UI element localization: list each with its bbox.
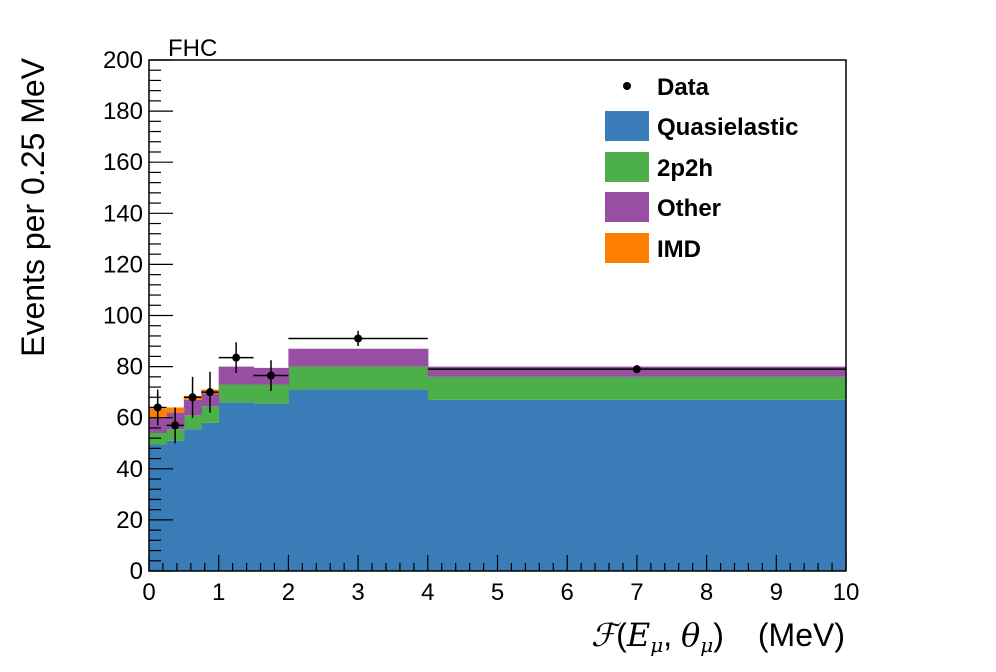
bar-2p2h-bin-6 (288, 366, 429, 390)
y-tick-label: 100 (103, 303, 143, 330)
y-tick-label: 60 (116, 405, 143, 432)
y-tick-label: 80 (116, 354, 143, 381)
bar-quasielastic-bin-5 (253, 403, 289, 571)
data-point-1 (166, 407, 184, 444)
data-point-4 (218, 342, 254, 373)
legend-item-2p2h: 2p2h (605, 152, 713, 182)
data-point-marker (188, 393, 197, 402)
bar-quasielastic-bin-1 (166, 440, 185, 571)
legend-swatch (605, 111, 649, 141)
data-point-6 (288, 330, 428, 347)
y-tick-label: 120 (103, 251, 143, 278)
legend-item-quasielastic: Quasielastic (605, 111, 798, 141)
data-point-5 (253, 360, 289, 391)
data-point-marker (266, 371, 275, 380)
legend-label: Quasielastic (657, 114, 798, 141)
y-axis-title: Events per 0.25 MeV (15, 57, 51, 356)
x-title-energy-sub: μ (650, 633, 663, 657)
legend-item-data: Data (623, 74, 710, 101)
data-point-2 (183, 376, 202, 418)
y-tick-label: 160 (103, 149, 143, 176)
bar-2p2h-bin-7 (427, 376, 847, 400)
histogram-bars (149, 348, 847, 571)
legend-item-other: Other (605, 192, 721, 222)
x-title-open-paren: ( (616, 617, 627, 653)
x-tick-label: 5 (491, 579, 504, 606)
bar-quasielastic-bin-3 (201, 422, 220, 571)
bar-2p2h-bin-4 (218, 384, 255, 403)
x-title-angle: θ (681, 616, 700, 654)
data-point-7 (427, 365, 846, 374)
legend-label: IMD (657, 236, 701, 263)
legend-swatch (605, 192, 649, 222)
legend-label: Data (657, 74, 710, 101)
bar-2p2h-bin-5 (253, 384, 289, 404)
data-points (149, 330, 846, 444)
legend-swatch (605, 152, 649, 182)
y-tick-label: 180 (103, 98, 143, 125)
bar-other-bin-4 (218, 366, 255, 385)
x-tick-label: 10 (833, 579, 860, 606)
x-title-close-paren: ) (713, 617, 724, 653)
run-tag: FHC (168, 35, 217, 62)
bar-quasielastic-bin-4 (218, 402, 255, 571)
bar-2p2h-bin-2 (183, 415, 202, 430)
data-point-marker (171, 421, 180, 430)
legend-swatch (605, 233, 649, 263)
legend-item-imd: IMD (605, 233, 701, 263)
data-point-3 (201, 371, 219, 413)
y-tick-label: 140 (103, 200, 143, 227)
x-tick-label: 4 (421, 579, 434, 606)
x-tick-label: 1 (212, 579, 225, 606)
x-tick-label: 0 (142, 579, 155, 606)
x-title-angle-sub: μ (700, 633, 713, 657)
legend-marker-icon (623, 82, 631, 90)
legend: Data Quasielastic 2p2h Other IMD (605, 74, 798, 263)
bar-quasielastic-bin-0 (149, 444, 168, 571)
bar-quasielastic-bin-7 (427, 399, 847, 571)
x-axis-title: ℱ(Eμ, θμ) (MeV) (591, 616, 845, 657)
y-tick-label: 0 (130, 558, 143, 585)
legend-label: Other (657, 195, 721, 222)
axes: 0 20 40 60 80 100 120 140 160 180 200 0 1 2 3 4 5 6 7 8 9 10 (103, 47, 859, 606)
x-tick-label: 3 (351, 579, 364, 606)
legend-label: 2p2h (657, 155, 713, 182)
data-point-marker (354, 334, 363, 343)
data-point-marker (232, 353, 241, 362)
data-point-marker (205, 388, 214, 397)
x-tick-label: 8 (700, 579, 713, 606)
x-title-energy: E (626, 616, 650, 654)
x-tick-label: 9 (770, 579, 783, 606)
y-tick-label: 40 (116, 456, 143, 483)
bar-quasielastic-bin-6 (288, 389, 429, 571)
y-tick-label: 20 (116, 507, 143, 534)
x-tick-label: 6 (561, 579, 574, 606)
x-title-unit: (MeV) (758, 617, 845, 653)
x-title-separator: , (663, 617, 681, 653)
bar-other-bin-6 (288, 348, 429, 367)
y-tick-label: 200 (103, 47, 143, 74)
x-tick-label: 2 (282, 579, 295, 606)
bar-2p2h-bin-0 (149, 433, 168, 445)
x-tick-label: 7 (630, 579, 643, 606)
data-point-marker (632, 365, 641, 374)
bar-2p2h-bin-3 (201, 406, 220, 423)
bar-quasielastic-bin-2 (183, 429, 202, 571)
